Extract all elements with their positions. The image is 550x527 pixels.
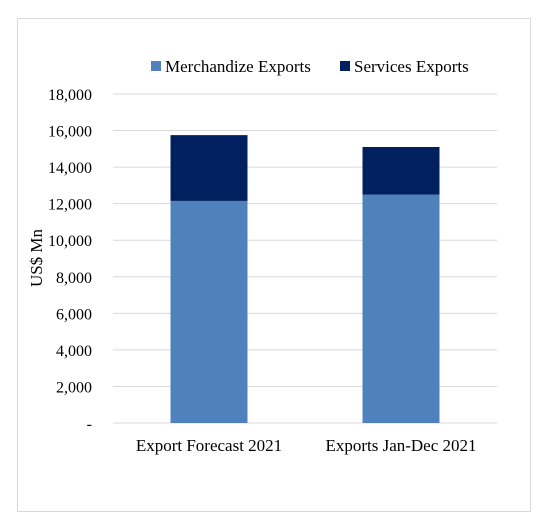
legend: Merchandize Exports Services Exports — [151, 57, 469, 76]
y-tick-label: 2,000 — [56, 379, 92, 396]
legend-swatch — [151, 61, 161, 71]
legend-label: Services Exports — [354, 57, 469, 76]
chart-frame — [17, 18, 531, 512]
y-tick-label: 12,000 — [48, 197, 92, 214]
y-tick-label: 14,000 — [48, 160, 92, 177]
x-axis-tick-labels: Export Forecast 2021 Exports Jan-Dec 2021 — [136, 436, 477, 455]
y-axis-tick-labels: - 2,000 4,000 6,000 8,000 10,000 12,000 14,000 1… — [48, 87, 92, 433]
y-tick-label: 4,000 — [56, 343, 92, 360]
y-tick-label: 10,000 — [48, 233, 92, 250]
bars — [170, 135, 440, 423]
legend-label: Merchandize Exports — [165, 57, 311, 76]
y-tick-label: 6,000 — [56, 306, 92, 323]
bar-services-1 — [362, 147, 440, 195]
bar-merchandize-1 — [362, 194, 440, 423]
x-tick-label: Exports Jan-Dec 2021 — [325, 436, 476, 455]
legend-swatch — [340, 61, 350, 71]
y-tick-label: 8,000 — [56, 270, 92, 287]
y-tick-label: 16,000 — [48, 124, 92, 141]
bar-merchandize-0 — [170, 200, 248, 423]
y-tick-label: 18,000 — [48, 87, 92, 104]
y-tick-label: - — [87, 416, 92, 433]
x-tick-label: Export Forecast 2021 — [136, 436, 282, 455]
bar-services-0 — [170, 135, 248, 201]
y-axis-label: US$ Mn — [27, 228, 46, 287]
